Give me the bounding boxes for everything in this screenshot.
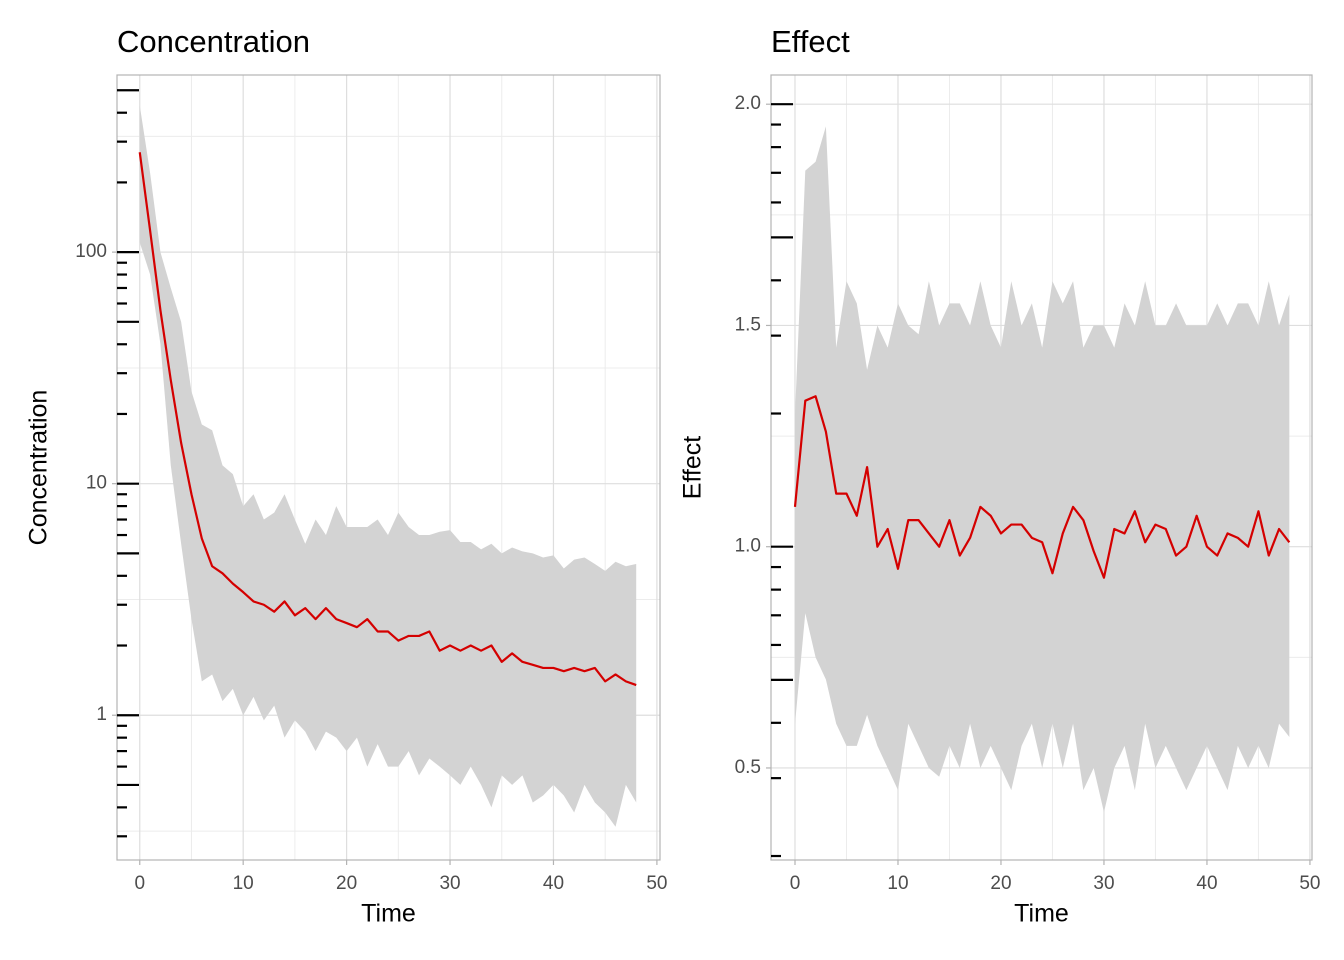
x-tick-label: 10 [887, 873, 908, 894]
x-tick-label: 20 [990, 873, 1011, 894]
y-tick-label: 1.0 [735, 536, 761, 557]
panel-title: Concentration [117, 24, 310, 59]
x-axis-label: Time [1014, 900, 1069, 928]
ribbon [794, 126, 1290, 813]
x-tick-label: 20 [336, 873, 357, 894]
y-tick-label: 100 [75, 241, 107, 262]
y-tick-label: 2.0 [735, 93, 761, 114]
x-axis-label: Time [361, 900, 416, 928]
x-tick-label: 0 [790, 873, 801, 894]
x-tick-label: 40 [543, 873, 564, 894]
x-tick-label: 50 [1299, 873, 1320, 894]
x-tick-label: 0 [134, 873, 145, 894]
panel-border [770, 74, 1313, 861]
x-tick-label: 30 [1093, 873, 1114, 894]
y-tick-label: 1 [96, 704, 107, 725]
x-tick-label: 40 [1196, 873, 1217, 894]
y-axis-label: Concentration [25, 390, 53, 546]
panel-border [116, 74, 661, 861]
panel-title: Effect [771, 24, 850, 59]
y-axis-label: Effect [679, 436, 707, 500]
ribbon [139, 105, 637, 827]
x-tick-label: 30 [439, 873, 460, 894]
y-tick-label: 0.5 [735, 757, 761, 778]
y-tick-label: 10 [86, 473, 107, 494]
x-tick-label: 50 [646, 873, 667, 894]
y-tick-label: 1.5 [735, 314, 761, 335]
median-line [138, 152, 637, 687]
median-line [793, 395, 1291, 579]
x-tick-label: 10 [233, 873, 254, 894]
